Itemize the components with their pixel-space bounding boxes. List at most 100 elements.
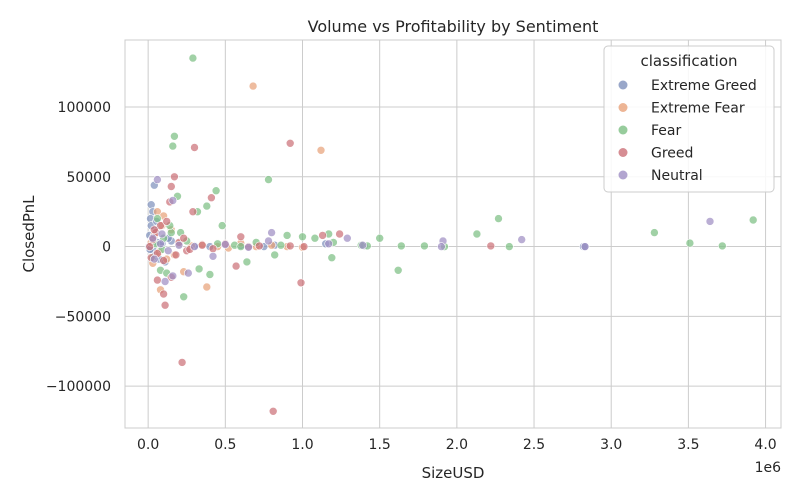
data-point [211, 186, 221, 195]
y-tick-label: −50000 [55, 309, 111, 325]
data-point [170, 172, 179, 182]
legend-label: Extreme Greed [651, 78, 757, 94]
data-point [190, 242, 199, 251]
data-point [157, 229, 167, 239]
x-tick-label: 1.5 [369, 437, 391, 453]
data-point [160, 300, 170, 310]
data-point [705, 217, 715, 226]
data-point [310, 233, 320, 243]
legend-item: Fear [618, 123, 681, 139]
data-point [188, 53, 198, 63]
legend-item: Extreme Greed [618, 78, 757, 94]
data-point [202, 201, 212, 211]
data-point [236, 242, 246, 251]
data-point [207, 193, 216, 202]
y-tick-label: 100000 [58, 100, 111, 116]
data-point [324, 239, 334, 249]
data-point [159, 289, 168, 299]
legend-label: Neutral [651, 168, 703, 184]
data-point [299, 242, 309, 251]
legend-item: Extreme Fear [618, 101, 745, 117]
data-point [168, 196, 178, 205]
data-point [188, 207, 198, 216]
data-point [282, 231, 292, 240]
data-point [236, 232, 246, 242]
data-point [316, 146, 326, 155]
legend-marker [618, 170, 628, 180]
x-tick-label: 0.0 [137, 437, 159, 453]
data-point [179, 233, 188, 243]
data-point [264, 175, 273, 184]
data-point [580, 242, 590, 251]
x-tick-label: 2.0 [446, 437, 468, 453]
data-point [179, 292, 188, 302]
legend-label: Extreme Fear [651, 101, 745, 117]
data-point [486, 241, 496, 251]
data-point [153, 214, 162, 223]
x-tick-label: 3.5 [677, 437, 699, 453]
data-point [650, 228, 659, 237]
data-point [285, 241, 295, 251]
data-point [184, 268, 193, 278]
data-point [162, 217, 171, 226]
data-point [156, 239, 165, 249]
data-point [190, 143, 199, 152]
legend-label: Fear [651, 123, 681, 139]
data-point [177, 358, 187, 367]
data-point [270, 250, 280, 260]
x-tick-label: 2.5 [523, 437, 545, 453]
data-point [358, 240, 368, 250]
data-point [217, 221, 227, 230]
data-point [231, 261, 241, 271]
legend-items: Extreme Greed Extreme Fear Fear Greed Neutra… [618, 78, 757, 184]
data-points [144, 53, 758, 416]
data-point [208, 251, 218, 261]
data-point [163, 246, 173, 255]
y-axis-ticks: −100000 −50000 0 50000 100000 [46, 100, 111, 395]
data-point [296, 278, 306, 288]
data-point [420, 241, 429, 251]
y-axis-label: ClosedPnL [20, 195, 38, 273]
data-point [221, 240, 230, 249]
data-point [170, 132, 179, 141]
data-point [205, 270, 215, 279]
data-point [150, 254, 159, 264]
legend-item: Greed [618, 146, 693, 162]
data-point [146, 200, 156, 209]
data-point [145, 242, 154, 251]
data-point [327, 253, 337, 263]
data-point [174, 240, 184, 250]
data-point [276, 240, 286, 250]
data-point [153, 275, 162, 285]
series-neutral [148, 175, 715, 286]
data-point [208, 244, 218, 253]
data-point [194, 264, 204, 274]
data-point [748, 215, 758, 225]
chart-title: Volume vs Profitability by Sentiment [308, 17, 599, 36]
legend-item: Neutral [618, 168, 703, 184]
legend-box [603, 45, 775, 193]
data-point [148, 233, 158, 243]
legend: classification Extreme Greed Extreme Fear… [603, 45, 775, 193]
y-tick-label: −100000 [46, 379, 111, 395]
data-point [244, 243, 253, 252]
data-point [167, 228, 176, 237]
data-point [342, 233, 352, 243]
y-tick-label: 50000 [66, 170, 111, 186]
data-point [156, 221, 165, 230]
x-tick-label: 3.0 [600, 437, 622, 453]
data-point [393, 265, 403, 275]
data-point [150, 225, 159, 235]
data-point [267, 228, 276, 237]
data-point [517, 235, 527, 244]
legend-marker [618, 80, 628, 90]
x-axis-offset-label: 1e6 [755, 460, 782, 476]
data-point [264, 236, 273, 246]
data-point [153, 175, 162, 184]
data-point [242, 257, 252, 267]
data-point [202, 282, 212, 292]
data-point [298, 232, 307, 242]
data-point [472, 229, 482, 239]
